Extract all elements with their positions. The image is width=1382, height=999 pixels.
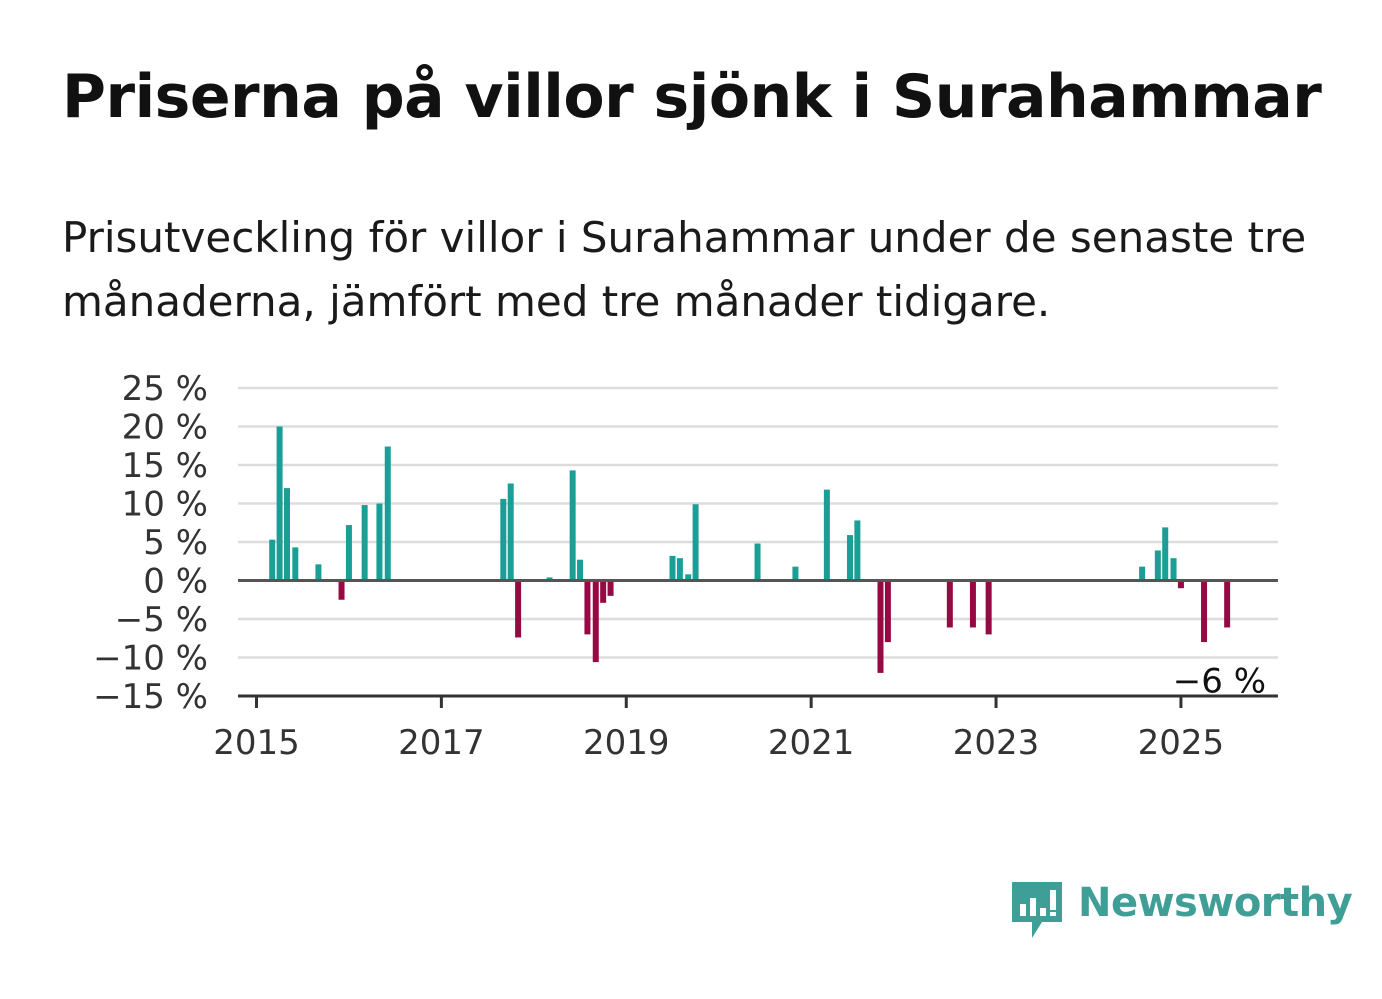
x-tick-label: 2021 bbox=[768, 723, 855, 763]
bar bbox=[546, 577, 553, 581]
bar bbox=[315, 564, 322, 581]
x-tick-label: 2019 bbox=[583, 723, 670, 763]
bar bbox=[500, 498, 507, 581]
bar bbox=[754, 543, 761, 581]
bar bbox=[345, 525, 352, 581]
x-tick-label: 2015 bbox=[213, 723, 300, 763]
bar bbox=[946, 580, 953, 628]
bar bbox=[338, 580, 345, 600]
price-change-chart: 25 %20 %15 %10 %5 %0 %−5 %−10 %−15 % 201… bbox=[93, 369, 1278, 763]
chart-title: Priserna på villor sjönk i Surahammar bbox=[62, 62, 1322, 132]
x-tick-label: 2017 bbox=[398, 723, 485, 763]
x-tick-label: 2023 bbox=[953, 723, 1040, 763]
bar bbox=[669, 555, 676, 581]
bar bbox=[592, 580, 599, 663]
bar bbox=[692, 504, 699, 581]
y-tick-label: 5 % bbox=[143, 523, 208, 563]
bar bbox=[569, 470, 576, 581]
x-tick-label: 2025 bbox=[1138, 723, 1225, 763]
bar bbox=[376, 503, 383, 581]
bar bbox=[276, 426, 283, 581]
bar bbox=[283, 488, 290, 581]
newsworthy-logo: Newsworthy bbox=[1010, 878, 1353, 942]
bar bbox=[676, 558, 683, 581]
bars bbox=[269, 426, 1231, 673]
y-tick-label: 15 % bbox=[122, 446, 208, 486]
bar bbox=[577, 559, 584, 581]
bar bbox=[1224, 580, 1231, 628]
bar bbox=[515, 580, 522, 638]
y-tick-label: −15 % bbox=[93, 677, 208, 717]
bar bbox=[1154, 550, 1161, 581]
y-tick-label: 0 % bbox=[143, 562, 208, 602]
last-value-label: −6 % bbox=[1173, 662, 1266, 702]
bar bbox=[823, 489, 830, 581]
bar bbox=[600, 580, 607, 603]
bar bbox=[1201, 580, 1208, 643]
bar bbox=[969, 580, 976, 628]
newsworthy-chart-icon bbox=[1012, 882, 1062, 938]
bar bbox=[1170, 558, 1177, 581]
y-tick-label: −5 % bbox=[115, 600, 208, 640]
y-tick-label: 25 % bbox=[122, 369, 208, 409]
bar bbox=[1139, 566, 1146, 581]
bar bbox=[292, 547, 299, 581]
bar bbox=[361, 505, 368, 581]
bar bbox=[884, 580, 891, 643]
y-tick-label: −10 % bbox=[93, 639, 208, 679]
brand-name: Newsworthy bbox=[1078, 880, 1353, 926]
bar bbox=[985, 580, 992, 635]
axes bbox=[238, 579, 1278, 708]
bar bbox=[269, 539, 276, 581]
bar bbox=[1177, 580, 1184, 589]
bar bbox=[384, 446, 391, 581]
x-tick-labels: 2015 2017 2019 2021 2023 2025 bbox=[213, 723, 1224, 763]
bar bbox=[507, 483, 514, 581]
bar bbox=[584, 580, 591, 635]
bar bbox=[685, 574, 692, 581]
bar bbox=[1162, 527, 1169, 581]
bar bbox=[877, 580, 884, 673]
grid-lines bbox=[238, 386, 1278, 659]
y-tick-label: 10 % bbox=[122, 485, 208, 525]
y-tick-label: 20 % bbox=[122, 408, 208, 448]
chart-subtitle: Prisutveckling för villor i Surahammar u… bbox=[62, 213, 1307, 326]
y-tick-labels: 25 %20 %15 %10 %5 %0 %−5 %−10 %−15 % bbox=[93, 369, 208, 717]
bar bbox=[792, 566, 799, 581]
bar bbox=[846, 535, 853, 581]
bar bbox=[854, 520, 861, 581]
bar bbox=[607, 580, 614, 596]
